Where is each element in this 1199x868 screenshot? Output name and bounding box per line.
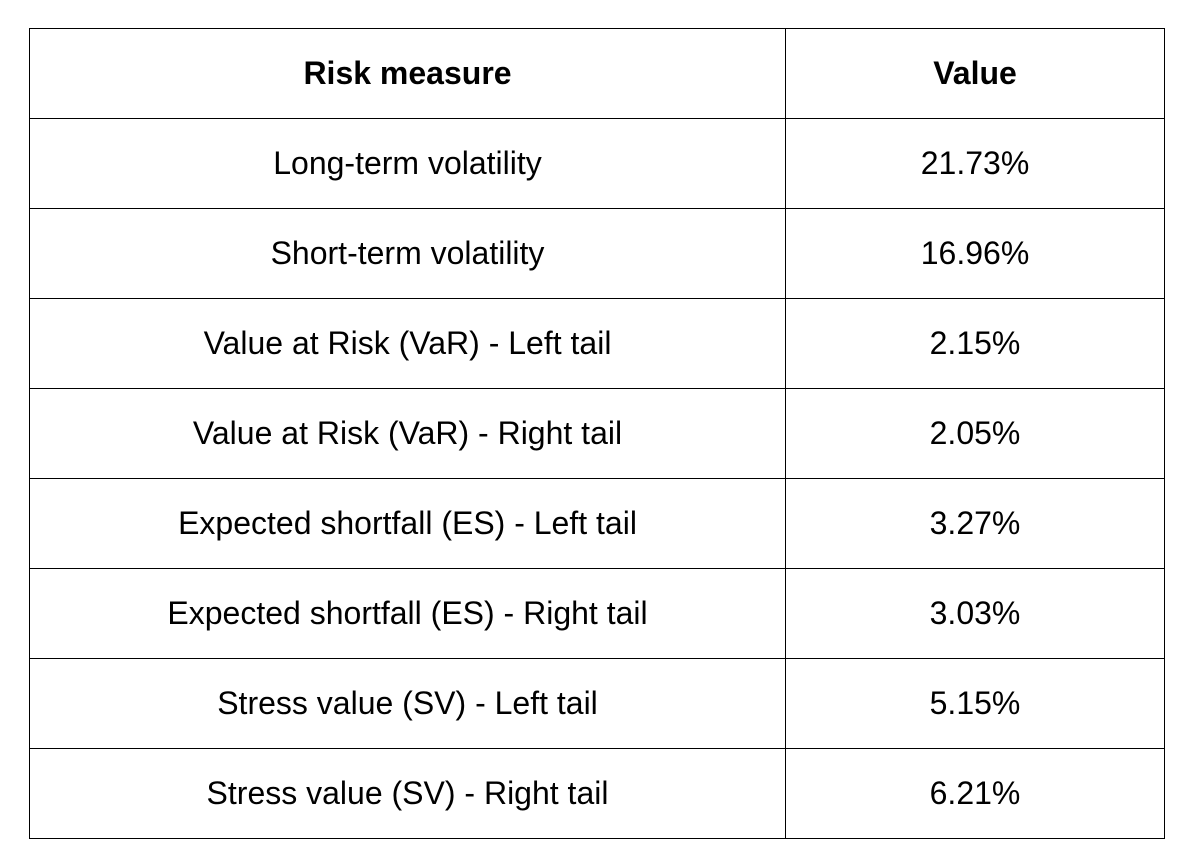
table-row: Short-term volatility 16.96% bbox=[29, 208, 1165, 299]
measure-cell: Expected shortfall (ES) - Right tail bbox=[29, 568, 786, 659]
value-cell: 2.15% bbox=[785, 298, 1165, 389]
measure-cell: Stress value (SV) - Right tail bbox=[29, 748, 786, 839]
header-cell: Value bbox=[785, 28, 1165, 119]
measure-cell: Expected shortfall (ES) - Left tail bbox=[29, 478, 786, 569]
value-cell: 3.27% bbox=[785, 478, 1165, 569]
value-cell: 3.03% bbox=[785, 568, 1165, 659]
value-cell: 21.73% bbox=[785, 118, 1165, 209]
table-row: Value at Risk (VaR) - Left tail 2.15% bbox=[29, 298, 1165, 389]
header-cell: Risk measure bbox=[29, 28, 786, 119]
measure-cell: Long-term volatility bbox=[29, 118, 786, 209]
table-row: Long-term volatility 21.73% bbox=[29, 118, 1165, 209]
risk-table: Risk measure Value Long-term volatility 21… bbox=[29, 28, 1165, 839]
measure-cell: Short-term volatility bbox=[29, 208, 786, 299]
measure-cell: Value at Risk (VaR) - Right tail bbox=[29, 388, 786, 479]
measure-cell: Value at Risk (VaR) - Left tail bbox=[29, 298, 786, 389]
measure-cell: Stress value (SV) - Left tail bbox=[29, 658, 786, 749]
value-cell: 6.21% bbox=[785, 748, 1165, 839]
table-row: Stress value (SV) - Right tail 6.21% bbox=[29, 748, 1165, 839]
table-row: Value at Risk (VaR) - Right tail 2.05% bbox=[29, 388, 1165, 479]
table-row: Stress value (SV) - Left tail 5.15% bbox=[29, 658, 1165, 749]
table-body: Long-term volatility 21.73% Short-term vol… bbox=[29, 118, 1165, 839]
value-cell: 16.96% bbox=[785, 208, 1165, 299]
value-cell: 5.15% bbox=[785, 658, 1165, 749]
header-row: Risk measure Value bbox=[29, 28, 1165, 119]
table-row: Expected shortfall (ES) - Left tail 3.27% bbox=[29, 478, 1165, 569]
value-cell: 2.05% bbox=[785, 388, 1165, 479]
table-row: Expected shortfall (ES) - Right tail 3.03… bbox=[29, 568, 1165, 659]
